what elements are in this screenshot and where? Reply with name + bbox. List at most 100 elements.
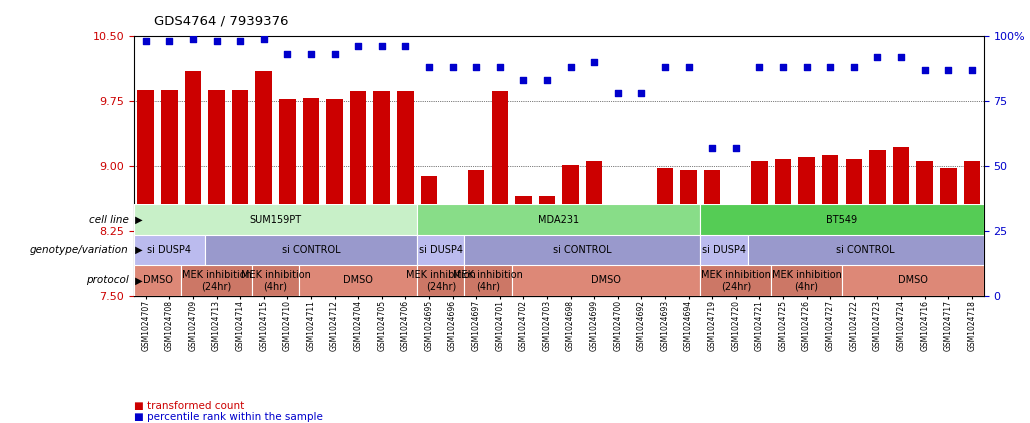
- Text: si CONTROL: si CONTROL: [553, 245, 612, 255]
- Text: genotype/variation: genotype/variation: [30, 245, 129, 255]
- Bar: [374, 91, 390, 296]
- Bar: [869, 150, 886, 296]
- Point: [751, 64, 767, 71]
- Point: [374, 43, 390, 50]
- Bar: [491, 91, 508, 296]
- Bar: [444, 233, 460, 296]
- Bar: [252, 265, 299, 296]
- Point: [586, 58, 603, 65]
- Point: [161, 38, 177, 44]
- Bar: [700, 265, 771, 296]
- Text: protocol: protocol: [85, 275, 129, 286]
- Point: [350, 43, 367, 50]
- Point: [703, 144, 720, 151]
- Point: [398, 43, 414, 50]
- Point: [869, 53, 886, 60]
- Bar: [468, 170, 484, 296]
- Text: GDS4764 / 7939376: GDS4764 / 7939376: [154, 14, 289, 27]
- Text: MEK inhibition
(24hr): MEK inhibition (24hr): [700, 269, 770, 291]
- Text: DMSO: DMSO: [591, 275, 621, 286]
- Bar: [299, 265, 417, 296]
- Bar: [398, 91, 414, 296]
- Point: [727, 144, 744, 151]
- Text: ▶: ▶: [132, 214, 142, 225]
- Text: SUM159PT: SUM159PT: [249, 214, 302, 225]
- Point: [137, 38, 153, 44]
- Bar: [184, 71, 201, 296]
- Point: [255, 35, 272, 42]
- Bar: [303, 98, 319, 296]
- Bar: [771, 265, 842, 296]
- Bar: [232, 90, 248, 296]
- Text: MEK inhibition
(24hr): MEK inhibition (24hr): [181, 269, 251, 291]
- Bar: [940, 168, 957, 296]
- Bar: [417, 265, 465, 296]
- Bar: [681, 170, 697, 296]
- Bar: [255, 71, 272, 296]
- Text: si DUSP4: si DUSP4: [702, 245, 746, 255]
- Text: si DUSP4: si DUSP4: [419, 245, 462, 255]
- Bar: [208, 91, 225, 296]
- Text: MDA231: MDA231: [539, 214, 579, 225]
- Bar: [134, 265, 181, 296]
- Bar: [846, 159, 862, 296]
- Point: [515, 77, 531, 83]
- Bar: [610, 233, 626, 296]
- Bar: [134, 204, 417, 235]
- Bar: [327, 99, 343, 296]
- Point: [444, 64, 460, 71]
- Point: [893, 53, 909, 60]
- Text: ▶: ▶: [132, 275, 142, 286]
- Bar: [420, 176, 437, 296]
- Point: [798, 64, 815, 71]
- Point: [491, 64, 508, 71]
- Bar: [917, 162, 933, 296]
- Point: [846, 64, 862, 71]
- Bar: [727, 233, 744, 296]
- Bar: [512, 265, 700, 296]
- Bar: [586, 161, 603, 296]
- Bar: [417, 235, 465, 265]
- Bar: [751, 162, 767, 296]
- Bar: [633, 233, 650, 296]
- Text: DMSO: DMSO: [142, 275, 172, 286]
- Bar: [748, 235, 984, 265]
- Bar: [181, 265, 252, 296]
- Point: [279, 51, 296, 58]
- Bar: [964, 162, 981, 296]
- Bar: [134, 235, 205, 265]
- Point: [184, 35, 201, 42]
- Bar: [465, 235, 700, 265]
- Point: [468, 64, 484, 71]
- Point: [303, 51, 319, 58]
- Text: ▶: ▶: [132, 245, 142, 255]
- Text: DMSO: DMSO: [343, 275, 373, 286]
- Point: [917, 66, 933, 73]
- Bar: [562, 165, 579, 296]
- Point: [420, 64, 437, 71]
- Bar: [775, 159, 791, 296]
- Point: [327, 51, 343, 58]
- Point: [610, 90, 626, 96]
- Bar: [893, 147, 909, 296]
- Point: [940, 66, 957, 73]
- Bar: [417, 204, 700, 235]
- Bar: [539, 196, 555, 296]
- Point: [539, 77, 555, 83]
- Bar: [822, 155, 838, 296]
- Bar: [657, 168, 674, 296]
- Bar: [700, 235, 748, 265]
- Text: ■ transformed count: ■ transformed count: [134, 401, 244, 411]
- Bar: [515, 196, 531, 296]
- Text: BT549: BT549: [826, 214, 858, 225]
- Bar: [137, 90, 153, 296]
- Text: MEK inhibition
(4hr): MEK inhibition (4hr): [453, 269, 523, 291]
- Bar: [279, 99, 296, 296]
- Point: [681, 64, 697, 71]
- Bar: [700, 204, 984, 235]
- Bar: [798, 157, 815, 296]
- Text: si DUSP4: si DUSP4: [147, 245, 192, 255]
- Text: MEK inhibition
(4hr): MEK inhibition (4hr): [771, 269, 842, 291]
- Text: MEK inhibition
(4hr): MEK inhibition (4hr): [241, 269, 310, 291]
- Point: [633, 90, 650, 96]
